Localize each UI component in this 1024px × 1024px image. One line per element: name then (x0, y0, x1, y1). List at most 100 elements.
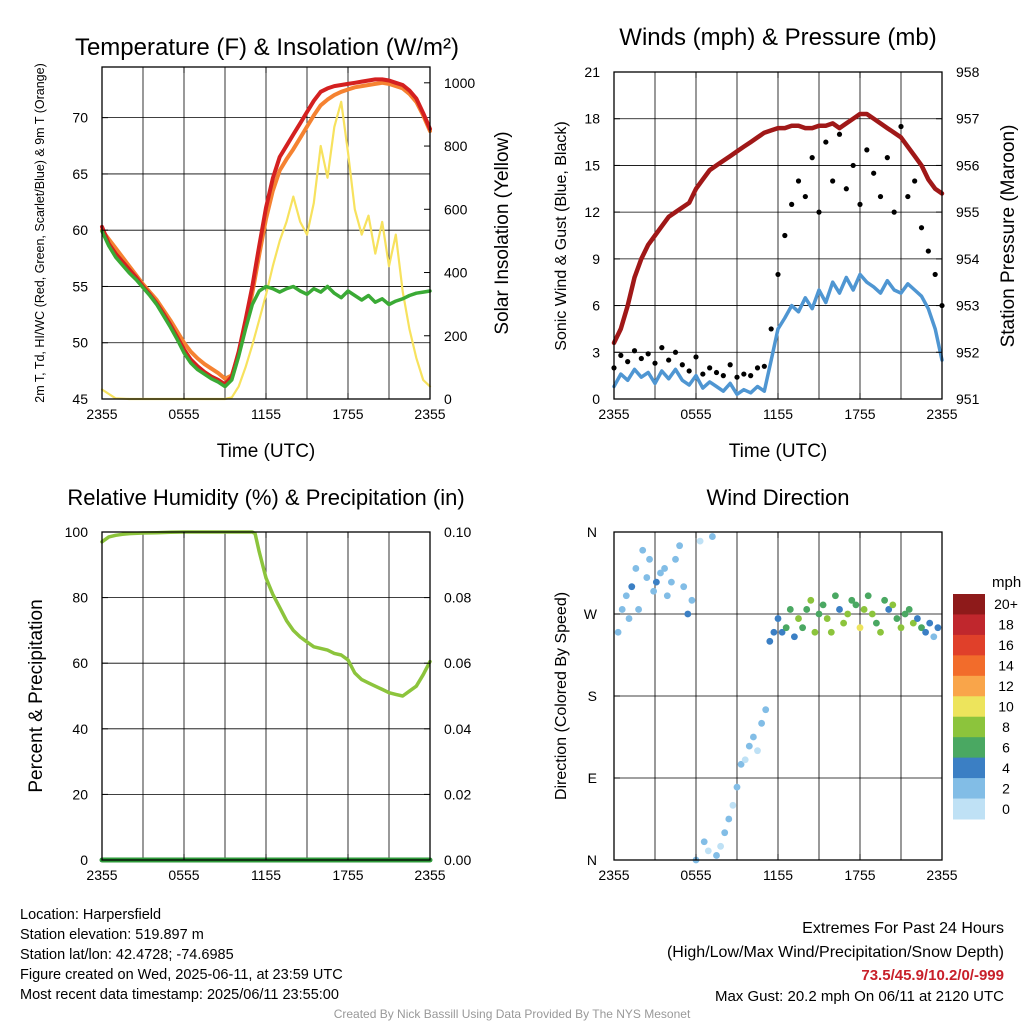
wind-direction-point (795, 615, 802, 622)
wind-direction-point (632, 565, 640, 572)
wind-direction-point (811, 628, 819, 636)
wind-direction-point (741, 756, 749, 764)
wind-direction-point (786, 606, 794, 613)
x-tick-label: 1755 (844, 867, 875, 883)
gust-point (659, 345, 665, 351)
wind-direction-point (762, 706, 770, 714)
colorbar-label: 18 (998, 617, 1014, 633)
gust-point (761, 363, 767, 369)
wind-direction-point (652, 578, 660, 586)
gust-point (884, 155, 890, 161)
y-tick-label: 0.08 (444, 590, 471, 606)
wind-direction-point (672, 555, 679, 563)
wind-direction-point (877, 628, 884, 636)
wind-direction-point (885, 606, 893, 613)
location-text: Location: Harpersfield (20, 907, 162, 923)
x-tick-label: 1155 (763, 406, 793, 422)
x-tick-label: 1755 (844, 406, 875, 422)
wind-direction-point (889, 601, 897, 609)
wind-direction-point (676, 542, 683, 550)
wind-direction-point (643, 574, 651, 581)
created-text: Figure created on Wed, 2025-06-11, at 23… (20, 967, 343, 983)
winds-title: Winds (mph) & Pressure (mb) (619, 24, 936, 51)
y-tick-label: 954 (956, 251, 980, 267)
wind-direction-point (725, 815, 733, 823)
gust-point (734, 374, 740, 380)
wind-direction-point (737, 760, 745, 768)
wind-direction-point (864, 592, 872, 600)
wind-direction-point (622, 592, 630, 600)
wind-direction-grid (614, 532, 942, 860)
colorbar-label: 10 (998, 699, 1014, 715)
gust-point (720, 373, 726, 379)
gust-point (631, 348, 638, 354)
wind-direction-point (650, 587, 658, 595)
y-tick-label: 55 (72, 278, 88, 294)
winds-xlabel: Time (UTC) (729, 441, 828, 462)
wind-direction-point (860, 606, 868, 613)
wind-direction-point (661, 565, 668, 572)
wind-direction-point (754, 747, 761, 755)
colorbar-label: 14 (998, 658, 1014, 674)
colorbar-label: 16 (998, 637, 1014, 653)
sonic-wind-line (612, 272, 944, 397)
x-tick-label: 2355 (86, 867, 117, 883)
extremes-info: Extremes For Past 24 Hours (High/Low/Max… (667, 918, 1004, 1007)
extremes-values: 73.5/45.9/10.2/0/-999 (861, 967, 1004, 984)
humidity-grid (102, 532, 430, 860)
y-tick-label: 0 (80, 852, 88, 868)
wind-direction-point (791, 633, 798, 641)
wind-direction-point (873, 619, 880, 627)
gust-point (775, 271, 781, 278)
latlon-text: Station lat/lon: 42.4728; -74.6985 (20, 947, 234, 963)
wind-direction-point (832, 592, 839, 600)
colorbar-label: 4 (1002, 760, 1010, 776)
wind-direction-point (684, 610, 692, 618)
wind-direction-point (893, 615, 901, 622)
gust-point (857, 201, 863, 207)
wind-direction-point (628, 583, 636, 591)
colorbar-label: 6 (1002, 739, 1010, 755)
colorbar-swatch (953, 655, 985, 677)
wind-direction-point (733, 783, 741, 791)
wind-direction-point (745, 742, 753, 750)
x-tick-label: 2355 (926, 867, 957, 883)
wind-direction-point (635, 606, 642, 613)
colorbar-swatch (953, 594, 985, 615)
gust-point (679, 362, 685, 368)
gust-point (638, 355, 644, 362)
y-tick-label: 952 (956, 344, 980, 360)
y-tick-label: 18 (584, 111, 600, 127)
station-info: Location: Harpersfield Station elevation… (20, 905, 343, 1005)
wind-direction-point (618, 606, 626, 613)
wind-direction-point (897, 624, 905, 632)
y-tick-label: 955 (956, 204, 980, 220)
gust-point (686, 368, 692, 374)
wind-direction-point (926, 619, 934, 627)
y-tick-label: 957 (956, 111, 980, 127)
speed-colorbar: 20+ 18 16 14 12 10 8 6 4 2 0 (953, 594, 1018, 820)
y-tick-label: W (584, 606, 598, 622)
wind-direction-point (700, 838, 708, 846)
colorbar-swatch (953, 798, 985, 820)
x-tick-label: 2355 (598, 867, 629, 883)
gust-point (925, 248, 931, 254)
y-tick-label: 15 (584, 157, 600, 173)
y-tick-label: 953 (956, 298, 980, 314)
wind-direction-point (844, 610, 852, 618)
wind-direction-point (827, 628, 835, 636)
winds-grid (614, 72, 942, 399)
y-tick-label: 65 (72, 166, 88, 182)
gust-point (802, 193, 808, 200)
wind-direction-point (819, 601, 827, 609)
wind-direction-point (799, 624, 806, 632)
wind-direction-point (639, 546, 647, 554)
wind-direction-point (914, 615, 921, 622)
wind-direction-point (614, 628, 622, 636)
x-tick-label: 1755 (332, 406, 363, 422)
gust-point (713, 369, 720, 376)
colorbar-swatch (953, 778, 985, 800)
dewpoint-line (100, 229, 432, 389)
x-tick-label: 2355 (86, 406, 117, 422)
wind-direction-point (836, 606, 843, 613)
